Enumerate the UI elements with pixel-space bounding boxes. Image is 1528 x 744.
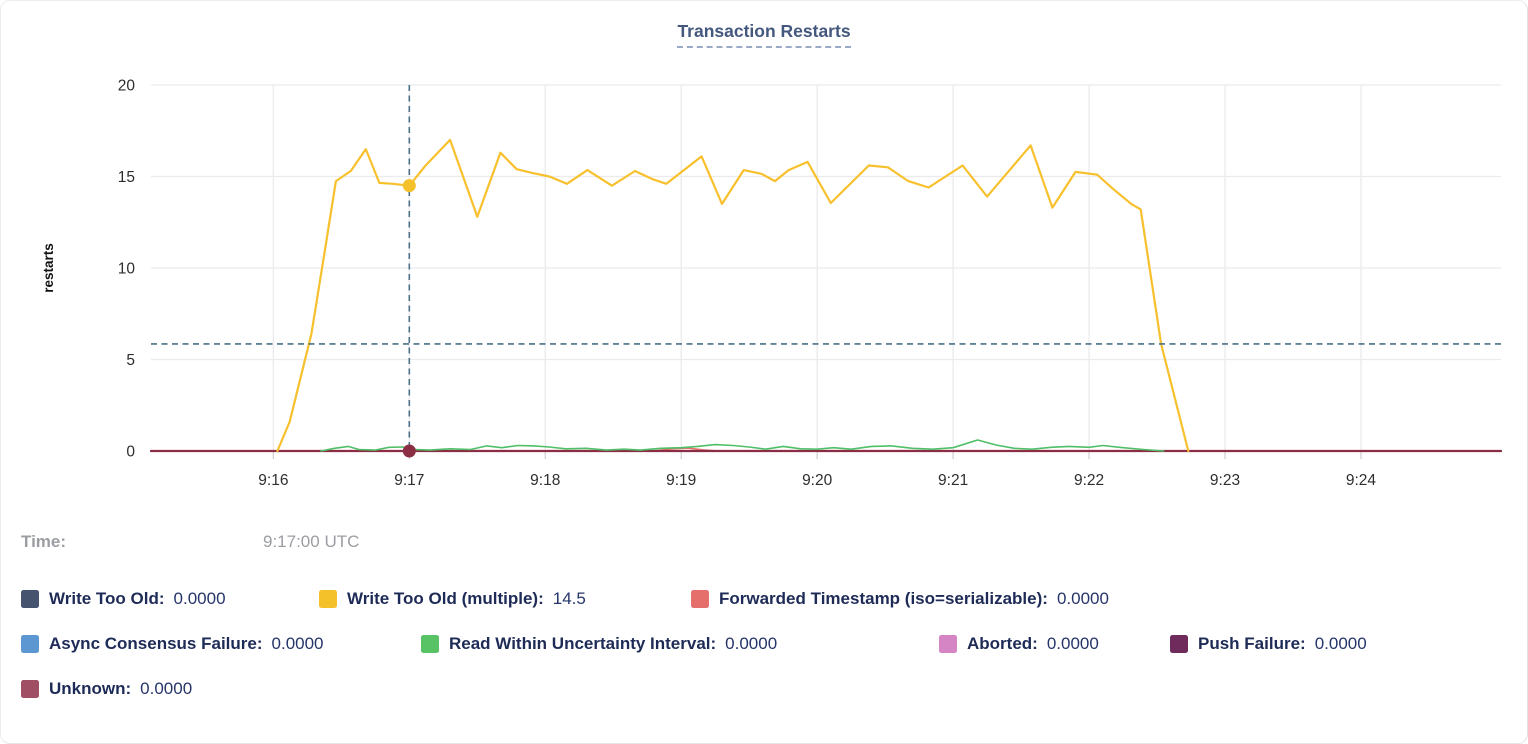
legend-label: Write Too Old (multiple): (347, 589, 544, 608)
legend-label: Aborted: (967, 634, 1038, 653)
hover-marker-write-too-old-multiple (402, 179, 416, 193)
x-tick-label: 9:19 (666, 472, 696, 489)
legend-value: 14.5 (552, 589, 586, 608)
hover-time-value: 9:17:00 UTC (263, 532, 360, 551)
legend-item-async-consensus-failure[interactable]: Async Consensus Failure: 0.0000 (21, 634, 324, 654)
y-tick-label: 20 (118, 78, 136, 95)
x-tick-label: 9:24 (1346, 472, 1377, 489)
legend-value: 0.0000 (140, 679, 193, 698)
legend-item-read-within-uncertainty-interval[interactable]: Read Within Uncertainty Interval: 0.0000 (421, 634, 777, 654)
y-tick-label: 15 (118, 169, 135, 186)
y-tick-label: 5 (126, 352, 135, 369)
legend-swatch-read-within-uncertainty-interval (421, 635, 439, 653)
legend-item-write-too-old[interactable]: Write Too Old: 0.0000 (21, 589, 226, 609)
hover-marker-unknown (402, 444, 416, 458)
legend-swatch-forwarded-timestamp (691, 590, 709, 608)
legend-value: 0.0000 (1314, 634, 1367, 653)
legend-swatch-write-too-old-multiple (319, 590, 337, 608)
legend-swatch-async-consensus-failure (21, 635, 39, 653)
legend-item-aborted[interactable]: Aborted: 0.0000 (939, 634, 1099, 654)
x-tick-label: 9:16 (258, 472, 288, 489)
series-line-read-within-uncertainty-interval (320, 439, 1165, 452)
series-line-write-too-old-multiple (276, 138, 1190, 453)
legend-value: 0.0000 (725, 634, 778, 653)
y-axis-label: restarts (41, 243, 56, 293)
legend-label: Forwarded Timestamp (iso=serializable): (719, 589, 1048, 608)
legend-swatch-write-too-old (21, 590, 39, 608)
chart-title[interactable]: Transaction Restarts (677, 21, 851, 48)
hover-time-label: Time: (21, 532, 67, 551)
legend-label: Read Within Uncertainty Interval: (449, 634, 717, 653)
legend-label: Async Consensus Failure: (49, 634, 263, 653)
x-tick-label: 9:21 (938, 472, 968, 489)
x-tick-label: 9:17 (394, 472, 424, 489)
legend-item-write-too-old-multiple[interactable]: Write Too Old (multiple): 14.5 (319, 589, 586, 609)
legend-item-forwarded-timestamp[interactable]: Forwarded Timestamp (iso=serializable): … (691, 589, 1109, 609)
legend-value: 0.0000 (1046, 634, 1099, 653)
transaction-restarts-chart[interactable]: 0 5 10 15 20 9:16 9:17 9:18 9:19 9:20 9:21 9:22 9:23… (1, 1, 1528, 516)
legend-label: Unknown: (49, 679, 132, 698)
legend-item-unknown[interactable]: Unknown: 0.0000 (21, 679, 192, 699)
y-tick-label: 10 (118, 261, 136, 278)
y-tick-label: 0 (126, 444, 135, 461)
x-tick-label: 9:20 (802, 472, 833, 489)
legend-value: 0.0000 (1056, 589, 1109, 608)
legend-value: 0.0000 (173, 589, 226, 608)
x-tick-label: 9:18 (530, 472, 560, 489)
x-tick-label: 9:22 (1074, 472, 1104, 489)
legend-label: Write Too Old: (49, 589, 165, 608)
legend-value: 0.0000 (271, 634, 324, 653)
legend-swatch-push-failure (1170, 635, 1188, 653)
legend-swatch-aborted (939, 635, 957, 653)
legend-swatch-unknown (21, 680, 39, 698)
chart-title-wrap: Transaction Restarts (1, 21, 1527, 48)
x-tick-label: 9:23 (1210, 472, 1240, 489)
legend-label: Push Failure: (1198, 634, 1306, 653)
legend-item-push-failure[interactable]: Push Failure: 0.0000 (1170, 634, 1367, 654)
